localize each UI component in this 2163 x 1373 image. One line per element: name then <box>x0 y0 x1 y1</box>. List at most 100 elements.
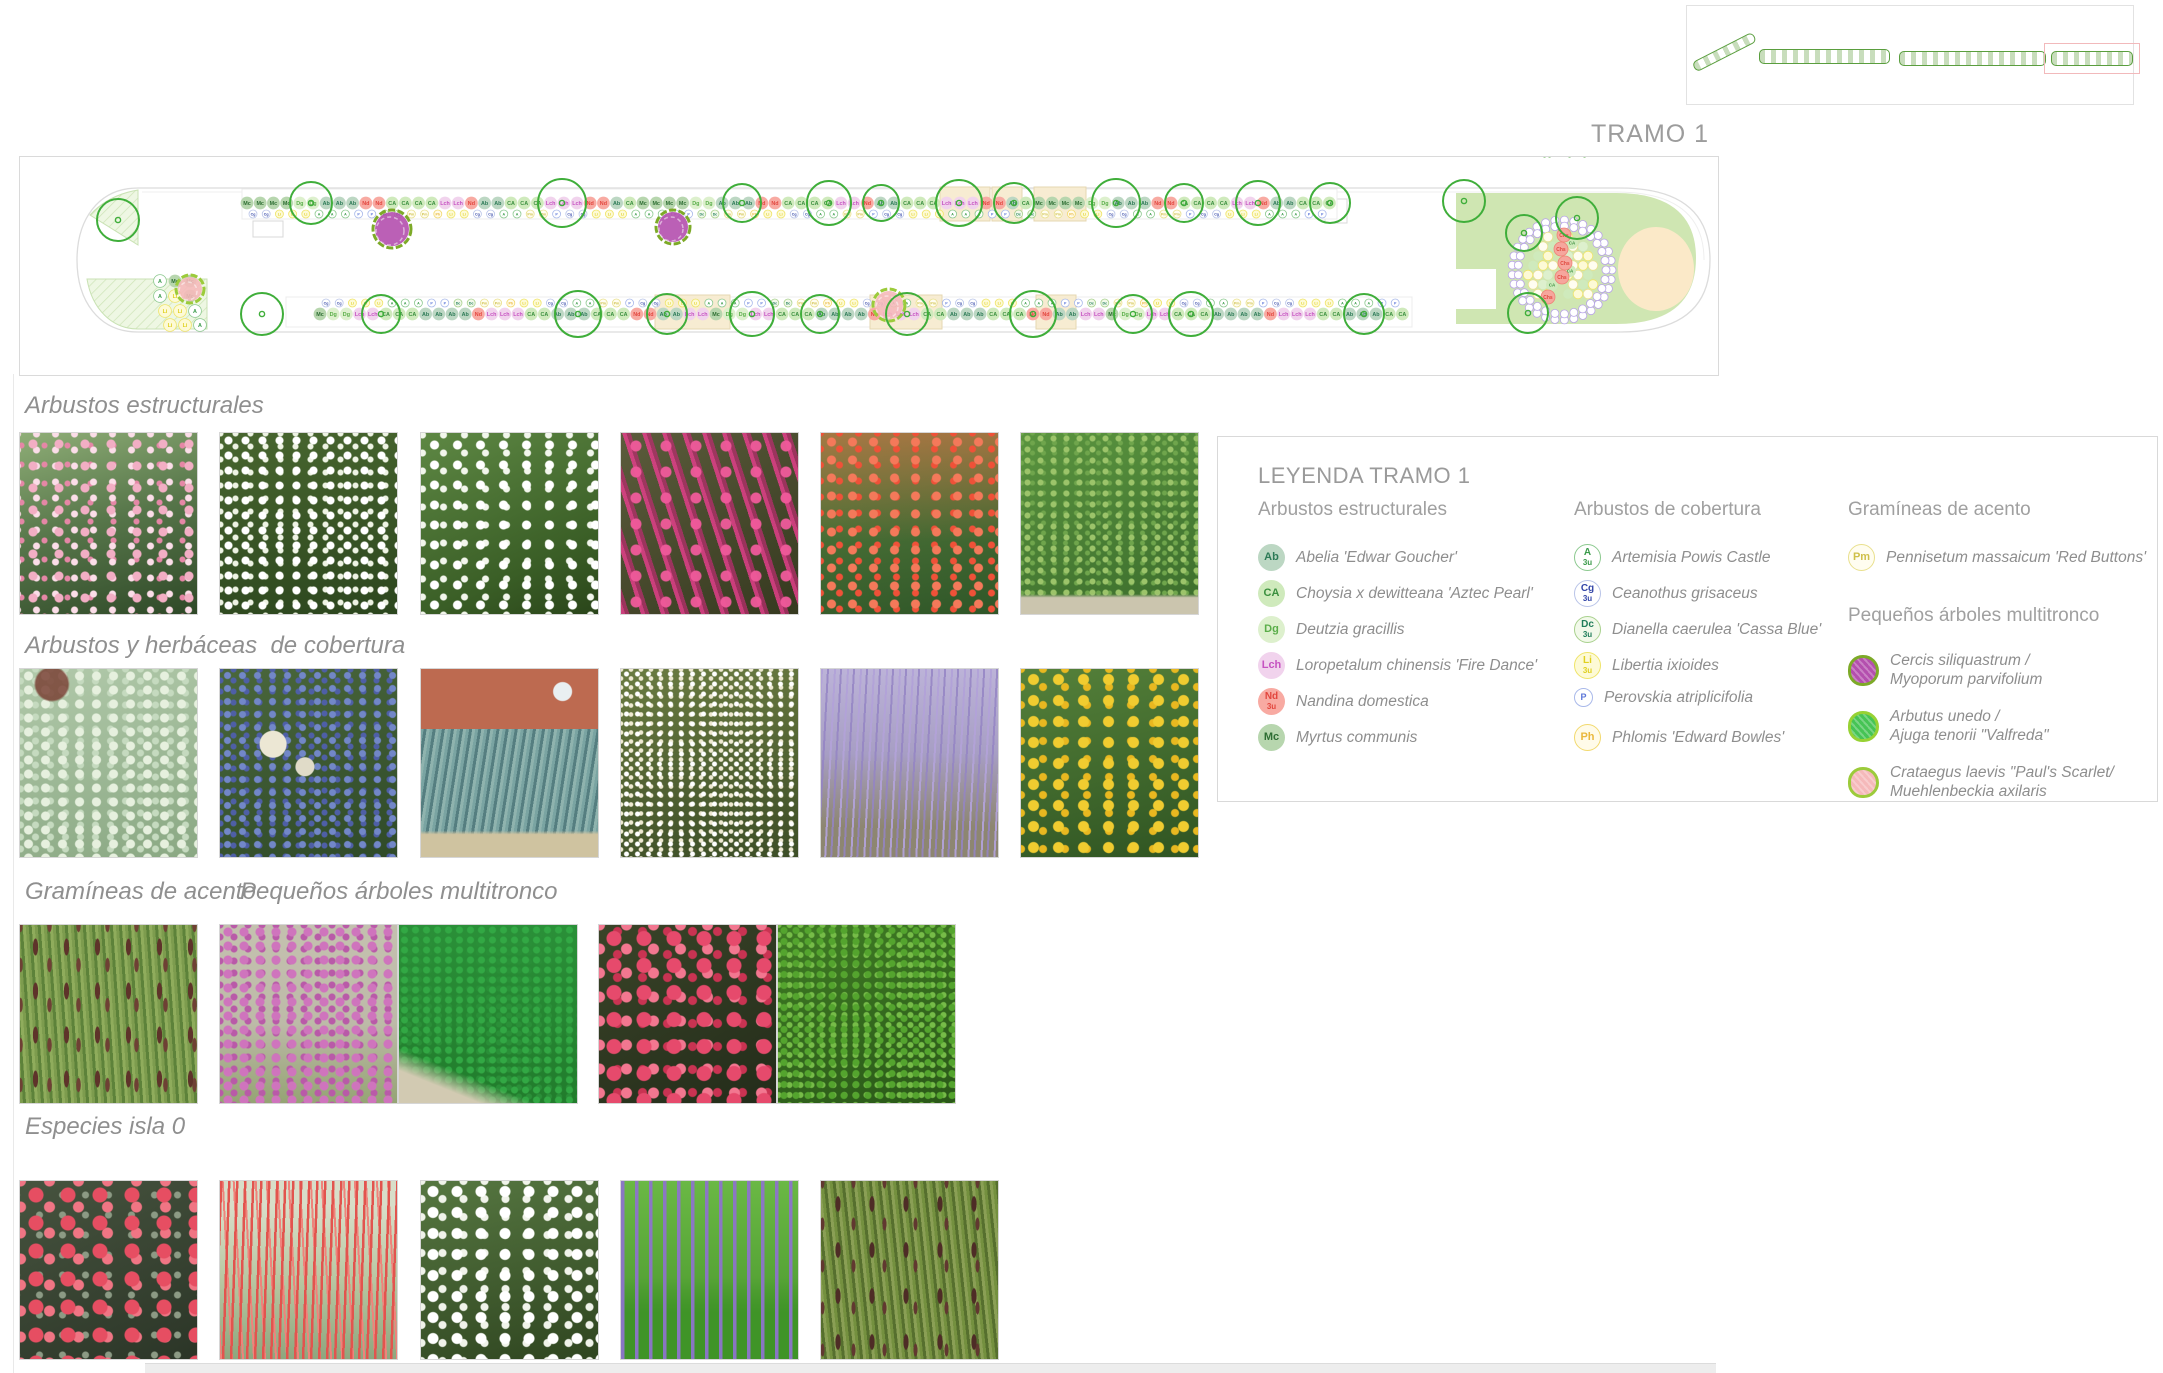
svg-text:Cg: Cg <box>957 301 962 305</box>
svg-text:Pm: Pm <box>1575 157 1582 158</box>
legend-item: Crataegus laevis "Paul's Scarlet/Muehlen… <box>1848 763 2114 802</box>
svg-text:M: M <box>1603 157 1607 158</box>
svg-text:Lch: Lch <box>1305 312 1315 318</box>
svg-text:Ab: Ab <box>1240 312 1248 318</box>
svg-text:A: A <box>575 301 578 305</box>
svg-text:Ab: Ab <box>1128 201 1136 207</box>
legend-species-label: Phlomis 'Edward Bowles' <box>1612 728 1785 746</box>
svg-text:Cg: Cg <box>865 301 870 305</box>
svg-text:Li: Li <box>1576 157 1580 158</box>
svg-text:Ab: Ab <box>1346 312 1354 318</box>
svg-text:Lch: Lch <box>942 201 952 207</box>
svg-text:CA: CA <box>428 201 436 207</box>
svg-text:A: A <box>905 301 908 305</box>
svg-text:Ab: Ab <box>745 201 753 207</box>
svg-text:Li: Li <box>536 301 539 305</box>
svg-text:M: M <box>1523 157 1527 158</box>
overview-segment-3[interactable] <box>1899 51 2046 66</box>
svg-text:Mc: Mc <box>270 201 278 207</box>
svg-text:Li: Li <box>463 212 466 216</box>
svg-text:Mc: Mc <box>666 201 674 207</box>
svg-text:Li: Li <box>621 212 624 216</box>
photo-choisya <box>219 432 398 615</box>
svg-text:CA: CA <box>778 312 786 318</box>
svg-text:A: A <box>832 212 835 216</box>
svg-text:Pm: Pm <box>930 301 936 305</box>
svg-text:CA: CA <box>989 312 997 318</box>
svg-text:Cg: Cg <box>884 212 889 216</box>
svg-text:CA: CA <box>1567 269 1574 274</box>
svg-text:M: M <box>1597 157 1601 158</box>
svg-text:Pm: Pm <box>1550 157 1557 158</box>
svg-text:Pm: Pm <box>495 301 501 305</box>
page-title: TRAMO 1 <box>1590 120 1710 148</box>
legend-symbol-Dg: Dg <box>1258 616 1285 643</box>
svg-text:Nd: Nd <box>1154 201 1161 207</box>
svg-text:A: A <box>158 279 162 285</box>
svg-text:Li: Li <box>1526 157 1530 158</box>
svg-text:Li: Li <box>1546 157 1550 158</box>
svg-text:Mc: Mc <box>712 312 720 318</box>
svg-text:P: P <box>1381 301 1384 305</box>
svg-text:Ab: Ab <box>422 312 430 318</box>
photo-deutzia <box>420 432 599 615</box>
legend-panel: LEYENDA TRAMO 1 Arbustos estructurales Ab… <box>1217 436 2158 802</box>
svg-text:M: M <box>1609 157 1613 158</box>
svg-text:P: P <box>1077 301 1080 305</box>
svg-text:Ph: Ph <box>1142 301 1147 305</box>
overview-current-tramo-highlight <box>2044 43 2140 74</box>
photo-cercis <box>219 924 398 1104</box>
svg-text:Dc: Dc <box>1089 301 1094 305</box>
svg-text:Pm: Pm <box>409 212 415 216</box>
svg-text:Li: Li <box>911 212 914 216</box>
svg-text:Lch: Lch <box>453 201 463 207</box>
legend-symbol-Nd: Nd 3u <box>1258 688 1285 715</box>
svg-text:M: M <box>1563 157 1567 158</box>
svg-text:Chs: Chs <box>1543 295 1553 301</box>
svg-text:Lch: Lch <box>440 201 450 207</box>
svg-text:Li: Li <box>595 212 598 216</box>
svg-text:M: M <box>1521 157 1525 158</box>
svg-text:Li: Li <box>1541 157 1545 158</box>
svg-text:CA: CA <box>1333 312 1341 318</box>
svg-text:Ab: Ab <box>858 312 866 318</box>
photo-nandina <box>820 432 999 615</box>
svg-text:Cg: Cg <box>654 301 659 305</box>
svg-text:P: P <box>1394 301 1397 305</box>
legend-species-label: Cercis siliquastrum / Myoporum parvifoliu… <box>1890 652 2043 689</box>
svg-text:Ab: Ab <box>831 312 839 318</box>
svg-text:Ab: Ab <box>732 201 740 207</box>
svg-text:P: P <box>747 301 750 305</box>
svg-text:P: P <box>444 301 447 305</box>
svg-text:M: M <box>1528 157 1532 158</box>
svg-text:P: P <box>1189 212 1192 216</box>
photo-crataegus <box>598 924 777 1104</box>
svg-text:Nd: Nd <box>468 201 475 207</box>
svg-text:Ab: Ab <box>660 312 668 318</box>
svg-text:M: M <box>1517 157 1521 158</box>
svg-text:Dg: Dg <box>1122 312 1129 318</box>
svg-text:M: M <box>1563 157 1567 158</box>
svg-text:M: M <box>1603 157 1607 158</box>
svg-text:Ab: Ab <box>1141 201 1149 207</box>
svg-text:Lch: Lch <box>487 312 497 318</box>
svg-text:CA: CA <box>541 312 549 318</box>
photo-row-cobertura <box>0 668 2163 858</box>
overview-segment-4[interactable] <box>2051 51 2133 66</box>
svg-text:CA: CA <box>1207 201 1215 207</box>
svg-text:Pm: Pm <box>1575 157 1582 158</box>
svg-text:Pm: Pm <box>527 212 533 216</box>
svg-text:Nd: Nd <box>1267 312 1274 318</box>
legend-symbol-CA: CA <box>1258 580 1285 607</box>
svg-text:M: M <box>1544 157 1548 158</box>
svg-text:Li: Li <box>1591 157 1595 158</box>
overview-segment-2[interactable] <box>1759 49 1890 64</box>
svg-text:Mc: Mc <box>316 312 324 318</box>
svg-text:M: M <box>1597 157 1601 158</box>
svg-text:Pm: Pm <box>600 301 606 305</box>
overview-segment-1[interactable] <box>1691 31 1758 73</box>
svg-text:A: A <box>1037 301 1040 305</box>
svg-text:M: M <box>1589 157 1593 158</box>
svg-text:Pm: Pm <box>422 212 428 216</box>
